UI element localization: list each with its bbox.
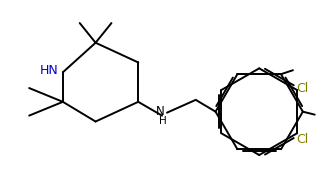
Text: HN: HN: [40, 64, 58, 77]
Text: H: H: [159, 116, 167, 126]
Text: N: N: [156, 105, 164, 118]
Text: Cl: Cl: [297, 133, 309, 146]
Text: Cl: Cl: [297, 82, 309, 94]
